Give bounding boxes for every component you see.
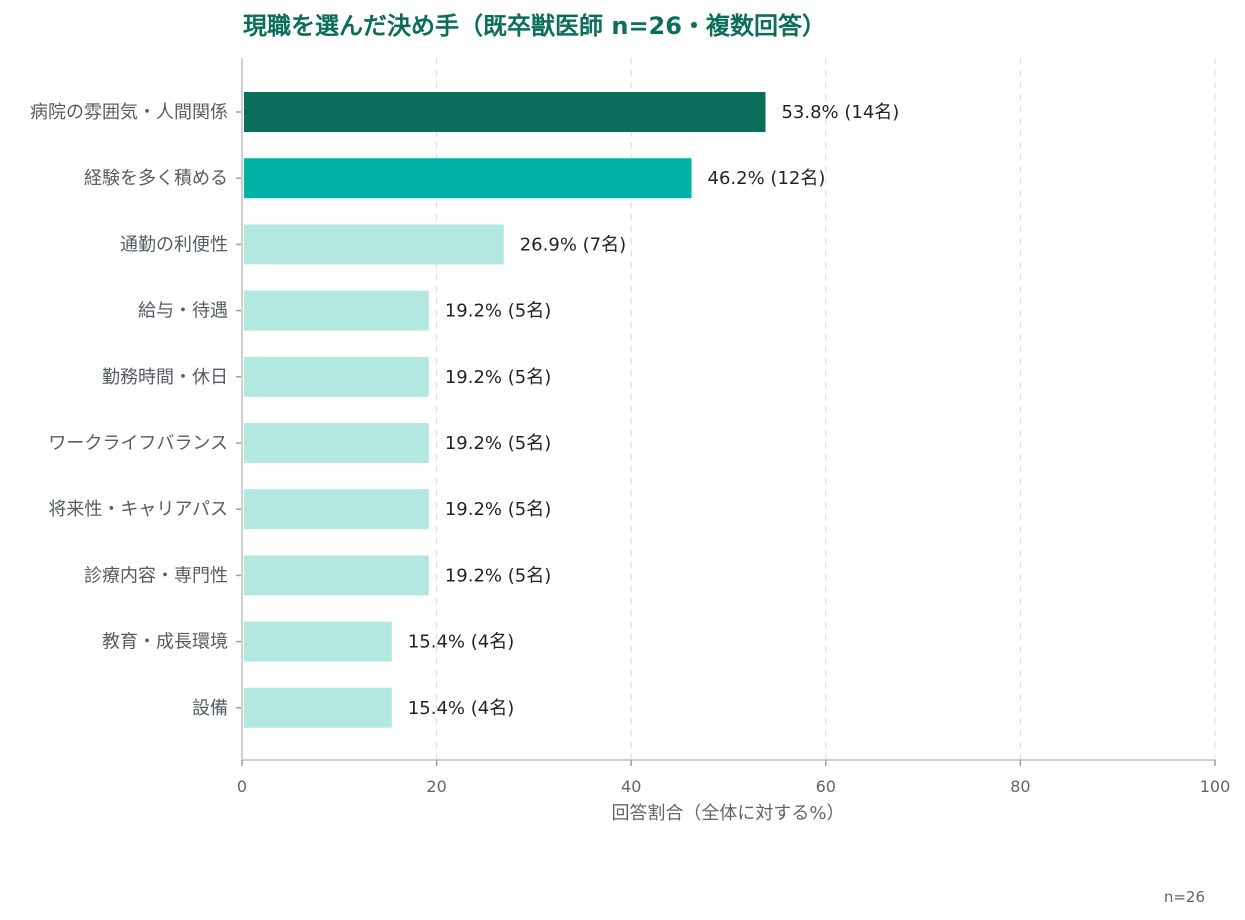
category-label: 設備: [192, 698, 228, 719]
x-tick-label: 40: [621, 777, 641, 796]
x-tick-label: 20: [426, 777, 446, 796]
x-tick-label: 0: [237, 777, 247, 796]
category-label: 勤務時間・休日: [102, 367, 228, 388]
x-tick-label: 100: [1200, 777, 1231, 796]
category-label: ワークライフバランス: [48, 433, 228, 454]
x-axis-title: 回答割合（全体に対する%）: [611, 803, 844, 824]
value-label: 19.2% (5名): [445, 499, 551, 520]
chart-title: 現職を選んだ決め手（既卒獣医師 n=26・複数回答）: [243, 12, 826, 40]
bar-0: [244, 92, 766, 132]
x-axis-ticks: 0 20 40 60 80 100: [237, 760, 1230, 796]
bar-1: [244, 158, 692, 199]
category-label: 病院の雰囲気・人間関係: [30, 102, 228, 123]
category-label: 経験を多く積める: [84, 168, 228, 189]
value-label: 15.4% (4名): [408, 698, 514, 719]
bar-7: [244, 555, 429, 596]
x-tick-label: 60: [816, 777, 836, 796]
value-label: 46.2% (12名): [708, 168, 826, 189]
bars: [244, 92, 766, 728]
bar-4: [244, 356, 429, 397]
bar-3: [244, 290, 429, 331]
sample-size-note: n=26: [1164, 888, 1205, 906]
value-label: 19.2% (5名): [445, 367, 551, 388]
value-label: 26.9% (7名): [520, 234, 626, 255]
category-label: 将来性・キャリアパス: [48, 499, 228, 520]
bar-8: [244, 621, 392, 662]
value-label: 19.2% (5名): [445, 301, 551, 322]
value-label: 53.8% (14名): [781, 102, 899, 123]
value-label: 15.4% (4名): [408, 632, 514, 653]
category-labels: 病院の雰囲気・人間関係経験を多く積める通勤の利便性給与・待遇勤務時間・休日ワーク…: [30, 102, 242, 719]
category-label: 診療内容・専門性: [84, 565, 228, 586]
value-labels: 53.8% (14名) 46.2% (12名) 26.9% (7名) 19.2% (5…: [408, 102, 899, 719]
bar-5: [244, 423, 429, 463]
bar-6: [244, 489, 429, 530]
bar-9: [244, 687, 392, 728]
category-label: 通勤の利便性: [120, 234, 228, 255]
value-label: 19.2% (5名): [445, 565, 551, 586]
x-tick-label: 80: [1010, 777, 1030, 796]
category-label: 教育・成長環境: [102, 632, 228, 653]
bar-2: [244, 224, 504, 265]
value-label: 19.2% (5名): [445, 433, 551, 454]
gridlines: [436, 58, 1216, 760]
category-label: 給与・待遇: [138, 301, 228, 322]
